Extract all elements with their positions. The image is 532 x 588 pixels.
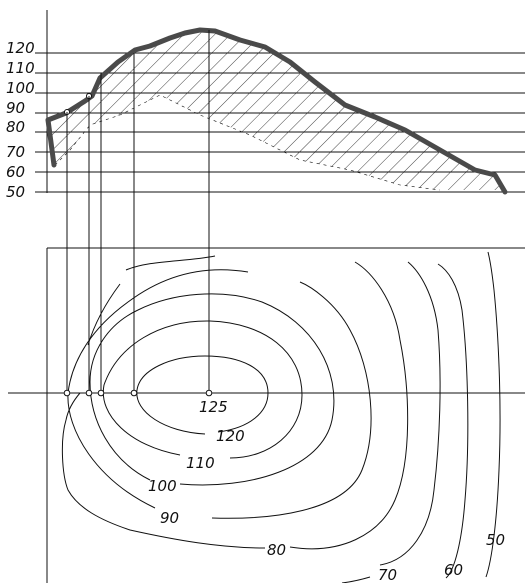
elevation-label-70: 70 xyxy=(6,143,25,161)
section-point-90 xyxy=(63,389,71,397)
elevation-label-100: 100 xyxy=(6,79,35,97)
plan-section: 125 120 110 100 90 80 70 60 50 xyxy=(8,247,525,584)
elevation-label-110: 110 xyxy=(6,59,35,77)
hatch-inner-edge xyxy=(54,94,441,191)
section-point-120 xyxy=(130,389,138,397)
contour-50 xyxy=(485,251,501,578)
profile-hatched-section xyxy=(48,30,505,190)
projection-lines xyxy=(66,30,210,393)
contour-110 xyxy=(102,320,303,459)
summit-point xyxy=(205,389,213,397)
contour-label-50: 50 xyxy=(486,531,505,549)
contour-lines xyxy=(61,251,501,584)
elevation-label-90: 90 xyxy=(6,99,25,117)
contour-label-60: 60 xyxy=(444,561,463,579)
contour-70 xyxy=(379,261,441,566)
elevation-label-80: 80 xyxy=(6,118,25,136)
elevation-label-50: 50 xyxy=(6,183,25,201)
contour-label-120: 120 xyxy=(216,427,245,445)
profile-elevation-labels: 120 110 100 90 80 70 60 50 xyxy=(6,39,35,201)
contour-labels: 125 120 110 100 90 80 70 60 50 xyxy=(148,398,505,584)
section-point-110 xyxy=(97,389,105,397)
contour-120 xyxy=(136,355,269,435)
contour-label-80: 80 xyxy=(267,541,286,559)
contour-80 xyxy=(289,261,409,550)
contour-label-100: 100 xyxy=(148,477,177,495)
profile-section: 120 110 100 90 80 70 60 50 xyxy=(6,10,525,201)
contour-90 xyxy=(211,281,372,519)
section-point-100 xyxy=(85,389,93,397)
elevation-label-60: 60 xyxy=(6,163,25,181)
summit-label: 125 xyxy=(199,398,228,416)
contour-80-join xyxy=(87,283,121,346)
contour-label-90: 90 xyxy=(160,509,179,527)
elevation-label-120: 120 xyxy=(6,39,35,57)
contour-80-left xyxy=(61,392,266,549)
contour-label-70: 70 xyxy=(378,566,397,583)
contour-60 xyxy=(437,263,469,579)
contour-80-top xyxy=(125,255,216,271)
contour-70-tail xyxy=(341,576,371,584)
contour-label-110: 110 xyxy=(186,454,215,472)
contour-90-left xyxy=(67,269,249,509)
